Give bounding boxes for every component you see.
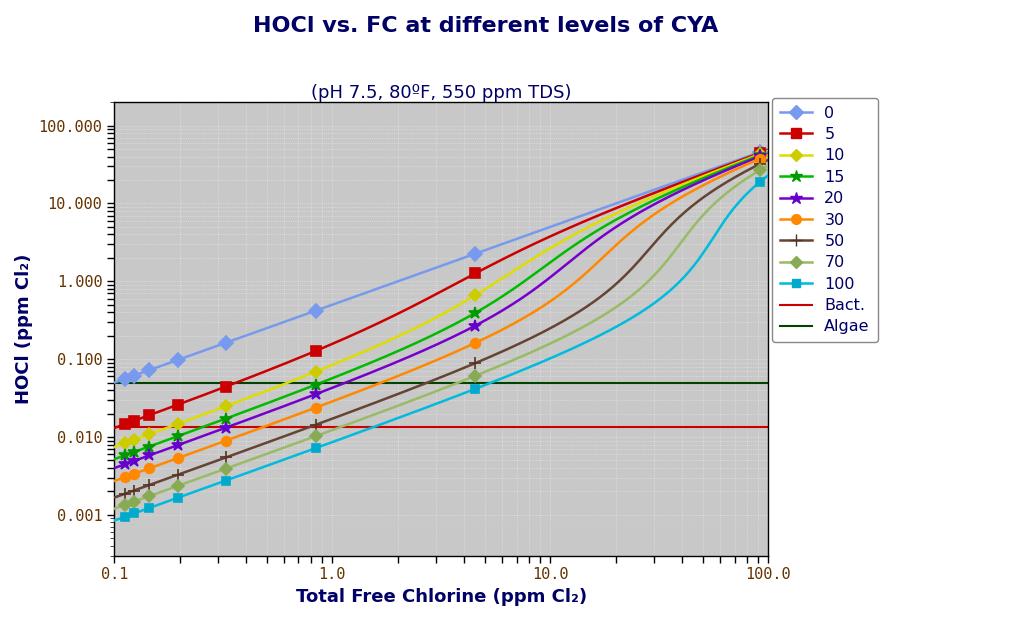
Title: (pH 7.5, 80ºF, 550 ppm TDS): (pH 7.5, 80ºF, 550 ppm TDS) (311, 84, 571, 102)
X-axis label: Total Free Chlorine (ppm Cl₂): Total Free Chlorine (ppm Cl₂) (295, 588, 587, 606)
Legend: 0, 5, 10, 15, 20, 30, 50, 70, 100, Bact., Algae: 0, 5, 10, 15, 20, 30, 50, 70, 100, Bact.… (772, 97, 878, 342)
Text: HOCl vs. FC at different levels of CYA: HOCl vs. FC at different levels of CYA (253, 16, 718, 35)
Y-axis label: HOCl (ppm Cl₂): HOCl (ppm Cl₂) (15, 254, 33, 404)
